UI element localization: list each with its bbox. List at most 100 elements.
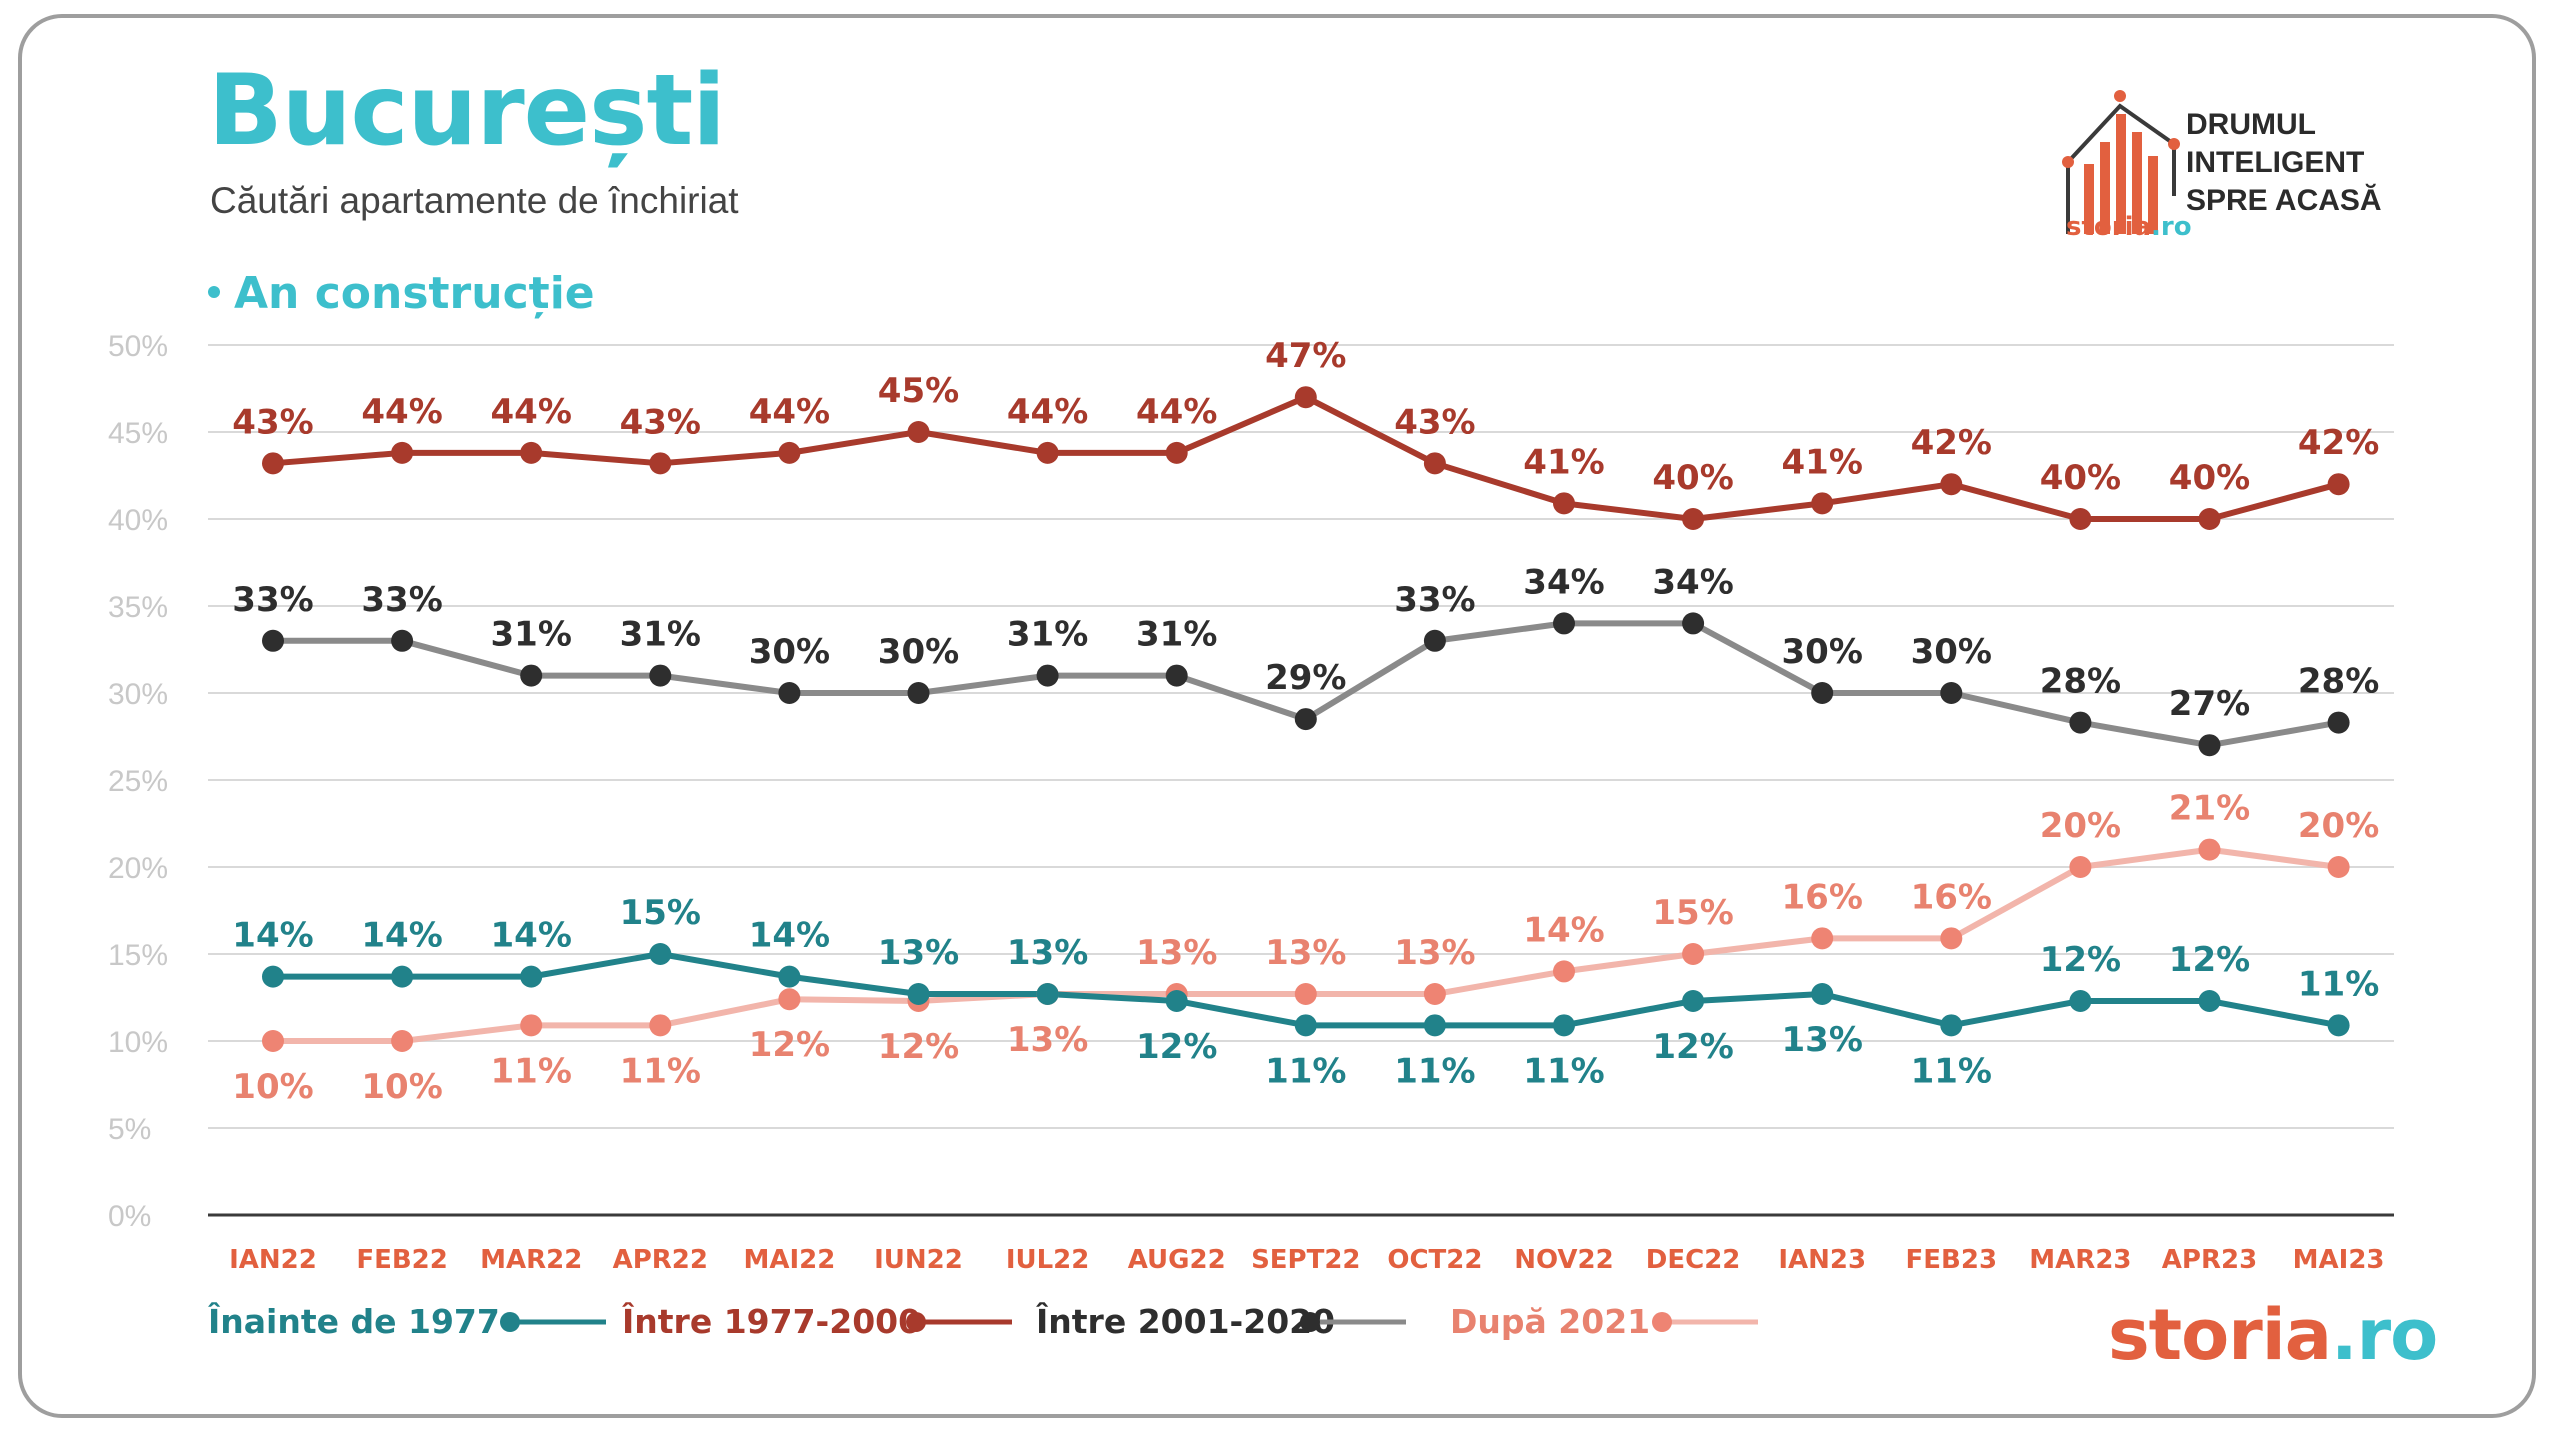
data-label: 31%: [491, 615, 572, 655]
data-point: [2327, 473, 2350, 496]
data-label: 14%: [491, 916, 572, 956]
data-point: [778, 988, 801, 1011]
data-label: 11%: [1911, 1051, 1992, 1091]
data-label: 12%: [1652, 1027, 1733, 1067]
data-point: [2327, 856, 2350, 878]
y-tick-label: 0%: [108, 1200, 151, 1233]
data-point: [1165, 441, 1188, 464]
data-point: [262, 1030, 284, 1052]
data-point: [2069, 989, 2092, 1012]
y-tick-label: 25%: [108, 765, 168, 798]
legend-label: Între 1977-2000: [622, 1302, 922, 1341]
data-label: 44%: [749, 392, 830, 432]
data-label: 11%: [2298, 964, 2379, 1004]
legend-label: După 2021: [1450, 1302, 1651, 1341]
data-label: 47%: [1265, 336, 1346, 376]
chart-subtitle: Căutări apartamente de închiriat: [210, 180, 739, 221]
data-point: [1294, 386, 1317, 409]
data-point: [1294, 983, 1317, 1006]
data-label: 29%: [1265, 658, 1346, 698]
data-label: 13%: [1265, 933, 1346, 973]
data-point: [1036, 983, 1059, 1006]
data-point: [1682, 612, 1705, 635]
data-label: 31%: [1136, 615, 1217, 655]
x-tick-label: MAR23: [2029, 1245, 2131, 1275]
data-point: [1423, 452, 1446, 475]
data-label: 40%: [1652, 458, 1733, 498]
data-point: [778, 682, 801, 704]
data-label: 15%: [1652, 893, 1733, 933]
data-point: [1811, 927, 1834, 950]
data-label: 33%: [232, 580, 313, 620]
legend-item: Între 2001-2020: [1036, 1302, 1406, 1341]
y-tick-label: 35%: [108, 591, 168, 624]
data-point: [1940, 682, 1963, 704]
legend-label: Între 2001-2020: [1036, 1302, 1336, 1341]
data-point: [262, 965, 284, 988]
data-label: 44%: [361, 392, 442, 432]
data-point: [907, 421, 930, 443]
data-label: 11%: [620, 1051, 701, 1091]
data-label: 14%: [1523, 910, 1604, 950]
logo-brand-small: storia.ro: [2066, 212, 2192, 242]
data-point: [1940, 1014, 1963, 1037]
logo-line-2: INTELIGENT: [2186, 146, 2365, 179]
data-label: 40%: [2040, 458, 2121, 498]
data-label: 28%: [2298, 662, 2379, 702]
x-tick-label: DEC22: [1646, 1245, 1741, 1275]
data-point: [391, 965, 414, 988]
data-label: 43%: [1394, 402, 1475, 442]
data-point: [391, 441, 414, 464]
logo-line-3: SPRE ACASĂ: [2186, 184, 2382, 217]
data-point: [778, 441, 801, 464]
brand-domain: .ro: [2330, 1294, 2438, 1376]
x-tick-label: SEPT22: [1251, 1245, 1360, 1275]
data-label: 11%: [1265, 1051, 1346, 1091]
data-label: 30%: [749, 632, 830, 672]
data-label: 20%: [2298, 806, 2379, 846]
data-label: 41%: [1523, 442, 1604, 482]
legend-marker-icon: [1652, 1312, 1758, 1332]
data-point: [1553, 612, 1575, 635]
data-point: [1423, 983, 1446, 1006]
data-point: [2069, 856, 2092, 878]
y-tick-label: 45%: [108, 417, 168, 450]
data-label: 42%: [2298, 423, 2379, 463]
data-label: 20%: [2040, 806, 2121, 846]
section-heading: An construcție: [208, 268, 595, 319]
x-tick-label: OCT22: [1387, 1245, 1482, 1275]
data-label: 34%: [1652, 562, 1733, 602]
data-label: 28%: [2040, 662, 2121, 702]
data-label: 16%: [1911, 877, 1992, 917]
data-label: 13%: [1136, 933, 1217, 973]
data-label: 12%: [2169, 940, 2250, 980]
series-line: [272, 394, 2340, 522]
y-tick-label: 10%: [108, 1026, 168, 1059]
x-tick-label: IAN23: [1778, 1245, 1866, 1275]
y-tick-label: 20%: [108, 852, 168, 885]
data-point: [1423, 1014, 1446, 1037]
legend-label: Înainte de 1977: [208, 1302, 500, 1341]
data-label: 13%: [1007, 1020, 1088, 1060]
data-point: [1940, 927, 1963, 950]
data-label: 33%: [1394, 580, 1475, 620]
x-tick-label: IUL22: [1006, 1245, 1090, 1275]
data-label: 30%: [878, 632, 959, 672]
data-point: [1811, 492, 1834, 515]
data-point: [520, 1014, 543, 1037]
data-point: [778, 965, 801, 988]
data-point: [2198, 989, 2221, 1012]
data-point: [2327, 1014, 2350, 1037]
data-point: [1294, 708, 1317, 731]
y-tick-label: 40%: [108, 504, 168, 537]
data-label: 34%: [1523, 562, 1604, 602]
data-point: [1165, 989, 1188, 1012]
data-point: [1294, 1014, 1317, 1037]
data-label: 14%: [749, 916, 830, 956]
data-point: [1940, 473, 1963, 496]
data-label: 44%: [1007, 392, 1088, 432]
data-label: 12%: [878, 1027, 959, 1067]
data-label: 16%: [1782, 877, 1863, 917]
data-label: 30%: [1782, 632, 1863, 672]
x-tick-label: MAR22: [480, 1245, 582, 1275]
